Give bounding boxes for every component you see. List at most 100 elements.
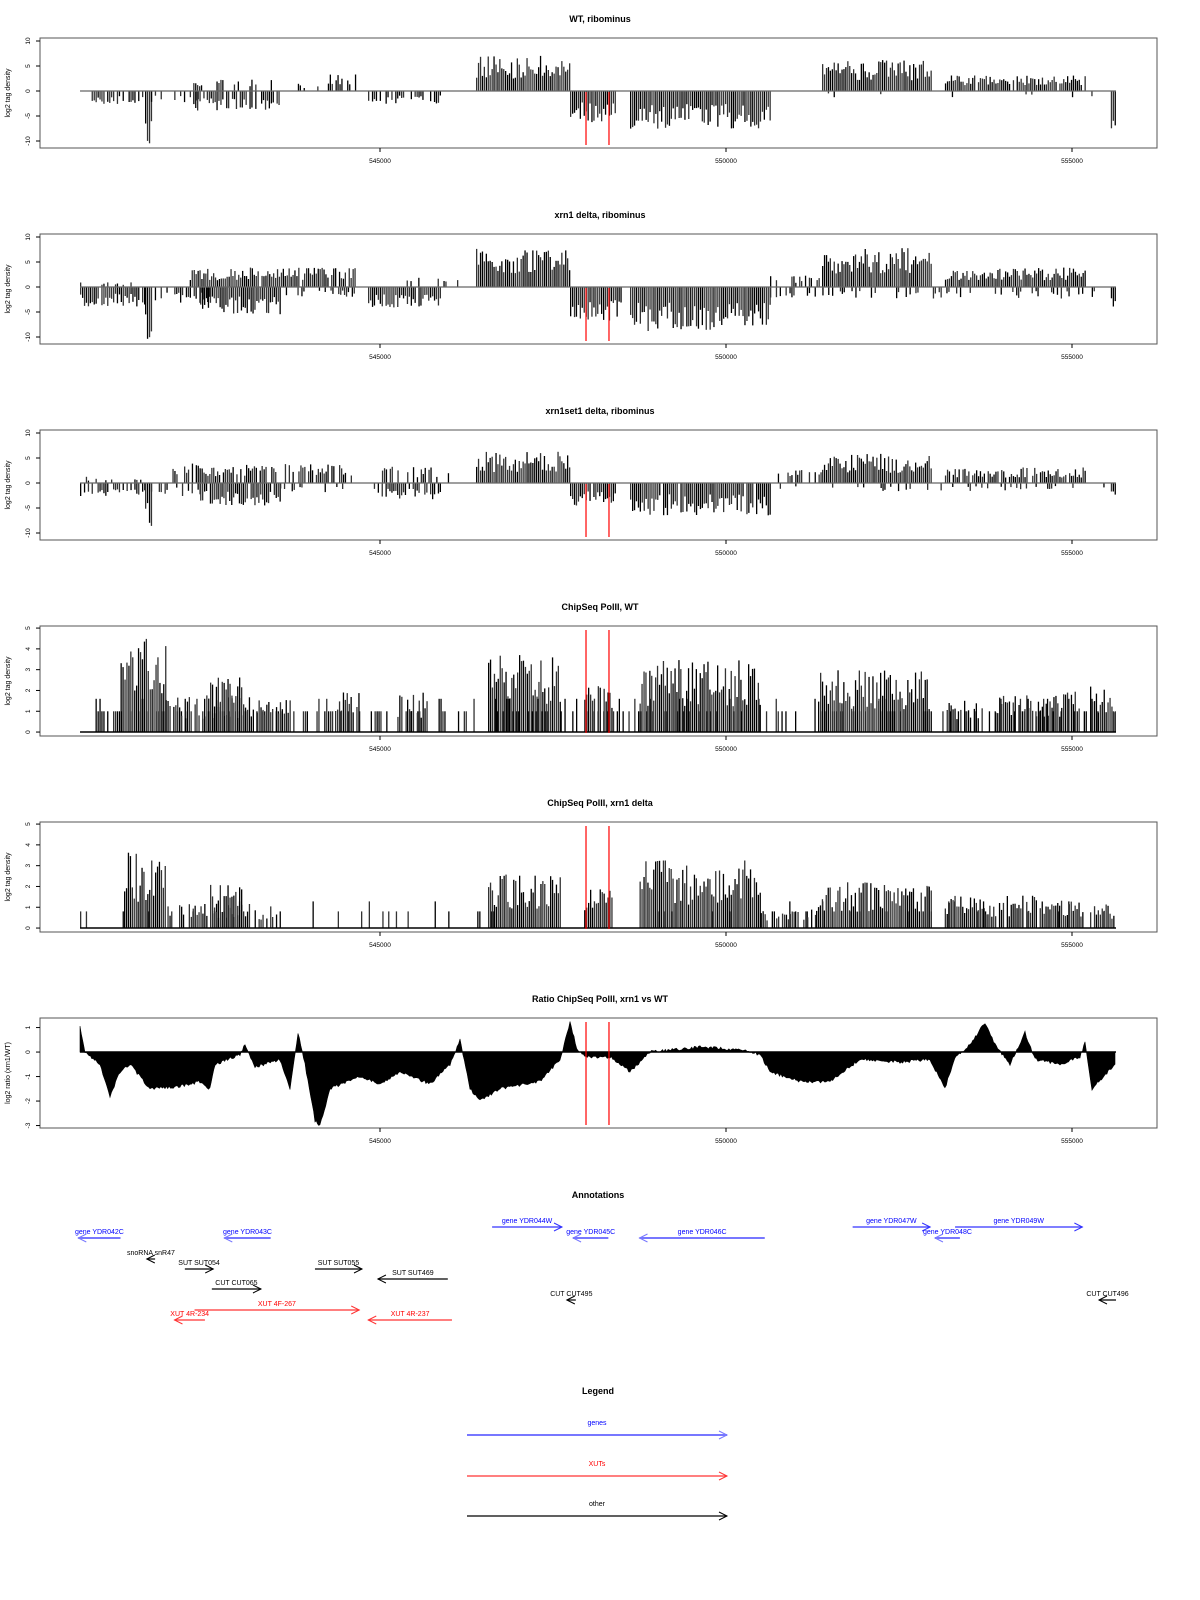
data-bar: [907, 680, 909, 733]
data-bar: [340, 287, 342, 295]
data-bar: [666, 287, 669, 319]
data-bar: [395, 287, 397, 296]
data-bar: [262, 709, 264, 732]
data-bar: [266, 287, 268, 313]
data-bar: [352, 712, 354, 732]
data-bar: [1070, 475, 1073, 483]
data-bar: [330, 711, 332, 733]
data-bar: [761, 287, 764, 325]
data-bar: [404, 287, 407, 296]
data-bar: [418, 91, 420, 98]
data-bar: [243, 91, 245, 100]
data-bar: [491, 890, 494, 929]
data-bar: [795, 911, 797, 928]
data-bar: [512, 711, 514, 733]
data-bar: [897, 483, 900, 492]
data-bar: [209, 287, 212, 303]
data-bar: [536, 457, 538, 483]
data-bar: [860, 63, 862, 91]
data-bar: [590, 694, 592, 732]
data-bar: [505, 259, 507, 287]
data-bar: [721, 483, 723, 498]
data-bar: [611, 707, 613, 733]
data-bar: [962, 272, 964, 287]
data-bar: [1005, 80, 1007, 91]
data-bar: [166, 483, 168, 490]
data-bar: [653, 869, 655, 928]
data-bar: [505, 456, 507, 483]
data-bar: [891, 693, 893, 733]
data-bar: [223, 287, 225, 313]
data-bar: [995, 83, 997, 91]
data-bar: [662, 661, 665, 733]
data-bar: [1055, 81, 1057, 91]
annotation-feature: gene YDR047W: [852, 1218, 932, 1232]
data-bar: [887, 76, 890, 91]
arrowhead-icon: [1097, 1295, 1108, 1305]
data-bar: [909, 692, 911, 733]
data-bar: [808, 277, 811, 287]
annotation-feature: XUT 4F-267: [194, 1301, 361, 1315]
data-bar: [630, 91, 632, 129]
data-bar: [911, 470, 913, 483]
data-bar: [686, 690, 688, 732]
data-bar: [135, 853, 137, 928]
data-bar: [930, 890, 932, 928]
data-bar: [97, 91, 99, 98]
data-bar: [158, 483, 160, 492]
data-bar: [728, 287, 731, 305]
data-bar: [864, 882, 866, 929]
data-bar: [1056, 287, 1059, 295]
data-bar: [1022, 82, 1024, 91]
data-bar: [167, 906, 169, 928]
data-bar: [915, 67, 917, 91]
data-bar: [248, 287, 250, 300]
data-bar: [916, 78, 919, 91]
data-bar: [818, 278, 820, 287]
data-bar: [515, 688, 517, 732]
data-bar: [926, 261, 928, 287]
data-bar: [226, 91, 228, 109]
data-bar: [120, 663, 122, 733]
data-bar: [338, 287, 340, 295]
data-bar: [297, 83, 300, 91]
data-bar: [672, 878, 674, 928]
data-bar: [893, 264, 895, 287]
data-bar: [445, 281, 447, 287]
data-bar: [518, 64, 520, 91]
data-bar: [432, 483, 434, 500]
data-bar: [843, 69, 845, 91]
data-bar: [267, 271, 269, 287]
data-bar: [82, 287, 84, 298]
data-bar: [740, 898, 742, 929]
data-bar: [979, 78, 982, 91]
data-bar: [308, 471, 310, 483]
data-bar: [884, 272, 886, 287]
data-bar: [564, 698, 566, 733]
data-bar: [309, 273, 312, 287]
data-bar: [124, 891, 126, 928]
data-bar: [485, 253, 487, 287]
data-bar: [1066, 692, 1069, 733]
data-bar: [528, 271, 530, 287]
data-bar: [616, 711, 618, 733]
data-bar: [901, 470, 903, 483]
data-bar: [663, 91, 665, 107]
data-bar: [130, 91, 132, 102]
data-bar: [928, 456, 930, 483]
data-bar: [99, 483, 101, 492]
data-bar: [487, 261, 489, 287]
data-bar: [205, 273, 207, 287]
data-bar: [944, 475, 947, 483]
data-bar: [806, 287, 809, 296]
data-bar: [829, 887, 831, 928]
data-bar: [503, 272, 505, 287]
x-tick-label: 545000: [369, 158, 391, 165]
data-bar: [901, 73, 903, 91]
data-bar: [732, 483, 734, 496]
data-bar: [974, 273, 976, 287]
data-bar: [1113, 712, 1115, 732]
data-bar: [107, 483, 109, 492]
data-bar: [569, 467, 571, 483]
